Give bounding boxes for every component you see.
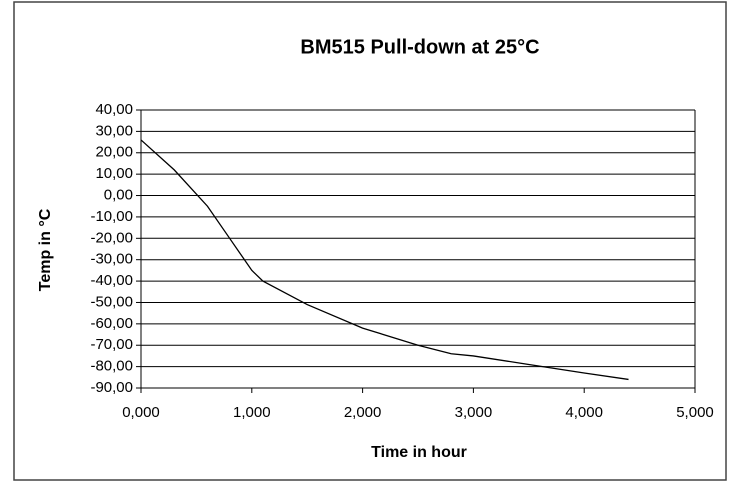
x-tick-label: 4,000 xyxy=(565,404,603,421)
x-axis-title: Time in hour xyxy=(371,444,467,461)
y-tick-label: 30,00 xyxy=(95,122,133,139)
y-tick-label: -90,00 xyxy=(90,379,133,396)
y-tick-label: 40,00 xyxy=(95,101,133,118)
x-tick-label: 1,000 xyxy=(233,404,271,421)
y-axis-title: Temp in °C xyxy=(37,208,54,291)
y-tick-label: -50,00 xyxy=(90,293,133,310)
y-tick-label: -80,00 xyxy=(90,358,133,375)
x-tick-label: 0,000 xyxy=(122,404,160,421)
y-tick-label: 0,00 xyxy=(104,187,133,204)
x-tick-label: 2,000 xyxy=(344,404,382,421)
y-tick-label: -30,00 xyxy=(90,251,133,268)
x-tick-label: 3,000 xyxy=(455,404,493,421)
y-tick-label: -10,00 xyxy=(90,208,133,225)
x-tick-label: 5,000 xyxy=(676,404,714,421)
y-tick-label: -60,00 xyxy=(90,315,133,332)
chart-frame xyxy=(13,1,727,481)
y-tick-label: 20,00 xyxy=(95,144,133,161)
y-tick-label: -20,00 xyxy=(90,229,133,246)
y-tick-label: -70,00 xyxy=(90,336,133,353)
y-tick-label: 10,00 xyxy=(95,165,133,182)
chart-title: BM515 Pull-down at 25°C xyxy=(300,36,539,58)
line-series xyxy=(140,139,629,381)
y-tick-label: -40,00 xyxy=(90,272,133,289)
